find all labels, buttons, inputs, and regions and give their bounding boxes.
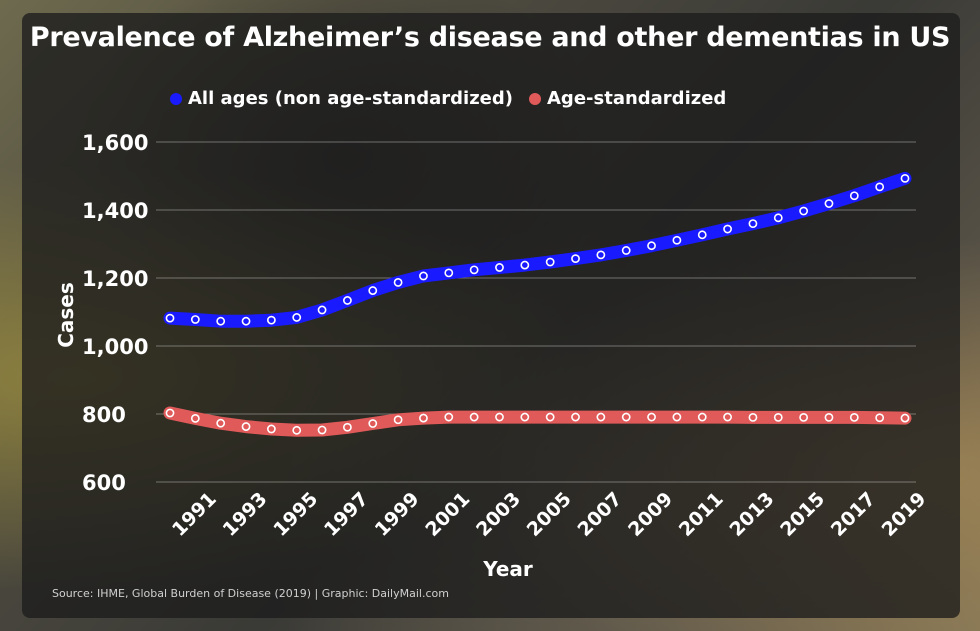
data-point-all-ages-2005: [545, 257, 555, 267]
data-point-age-standardized-2008: [621, 412, 631, 422]
x-tick-label-1995: 1995: [269, 488, 322, 541]
data-point-all-ages-2012: [723, 224, 732, 234]
x-tick-label-2003: 2003: [472, 488, 525, 541]
data-point-all-ages-1998: [368, 286, 378, 295]
legend-item-age-standardized: Age-standardized: [529, 88, 726, 109]
data-point-all-ages-2004: [520, 260, 530, 270]
y-tick-label-1400: 1,400: [82, 199, 148, 223]
x-axis-ticks: 1991199319951997199920012003200520072009…: [168, 488, 931, 541]
data-point-all-ages-2001: [444, 268, 454, 278]
data-point-age-standardized-1991: [190, 414, 200, 423]
data-point-age-standardized-1998: [368, 419, 378, 428]
x-axis-label: Year: [482, 557, 533, 581]
data-point-age-standardized-2000: [419, 413, 428, 423]
data-point-age-standardized-2016: [824, 412, 834, 422]
data-point-age-standardized-1996: [317, 425, 327, 435]
data-point-age-standardized-1992: [216, 418, 226, 428]
data-point-age-standardized-2001: [444, 412, 454, 422]
data-point-all-ages-1994: [266, 315, 276, 325]
data-point-age-standardized-2002: [469, 412, 479, 422]
data-point-age-standardized-2006: [571, 412, 580, 422]
data-point-all-ages-1999: [393, 278, 403, 287]
x-tick-label-1997: 1997: [320, 488, 373, 541]
x-tick-label-2009: 2009: [624, 488, 677, 541]
data-point-all-ages-2014: [773, 213, 783, 223]
data-point-age-standardized-1999: [393, 415, 403, 425]
series-line-age-standardized: [163, 406, 912, 437]
source-note: Source: IHME, Global Burden of Disease (…: [52, 587, 449, 600]
series-line-all-ages: [163, 171, 912, 328]
legend-label-all-ages: All ages (non age-standardized): [188, 88, 513, 109]
data-point-all-ages-1990: [165, 313, 175, 323]
data-point-age-standardized-2009: [647, 412, 656, 422]
chart-legend: All ages (non age-standardized) Age-stan…: [170, 88, 726, 109]
x-tick-label-2017: 2017: [827, 488, 880, 541]
data-point-all-ages-2007: [596, 250, 606, 260]
data-point-all-ages-2011: [697, 230, 707, 240]
data-point-age-standardized-2018: [875, 413, 885, 423]
chart-title: Prevalence of Alzheimer’s disease and ot…: [29, 22, 951, 53]
data-point-age-standardized-1994: [266, 424, 276, 434]
legend-marker-all-ages: [170, 92, 182, 105]
data-point-all-ages-1996: [317, 305, 327, 315]
legend-marker-age-standardized: [529, 92, 541, 105]
x-tick-label-2005: 2005: [523, 488, 576, 541]
data-point-age-standardized-1990: [165, 408, 175, 418]
data-point-all-ages-1992: [216, 316, 226, 326]
x-tick-label-2011: 2011: [675, 488, 728, 541]
data-point-all-ages-2010: [672, 235, 682, 245]
y-axis-ticks: 1,600 1,400 1,200 1,000 800 600: [82, 131, 148, 495]
data-point-all-ages-1995: [292, 313, 302, 322]
x-tick-label-2019: 2019: [878, 488, 931, 541]
data-point-age-standardized-2015: [799, 412, 809, 422]
data-point-all-ages-2000: [419, 271, 428, 281]
data-point-age-standardized-1997: [343, 422, 352, 432]
data-point-age-standardized-2004: [520, 412, 530, 422]
data-point-all-ages-2015: [799, 206, 809, 216]
data-point-age-standardized-2017: [849, 412, 859, 422]
series-layer: [163, 171, 912, 437]
data-point-all-ages-1991: [190, 315, 200, 324]
legend-item-all-ages: All ages (non age-standardized): [170, 88, 513, 109]
data-point-all-ages-2009: [647, 241, 656, 251]
y-tick-label-600: 600: [82, 471, 126, 495]
data-point-age-standardized-2007: [596, 412, 606, 422]
data-point-all-ages-2008: [621, 246, 631, 255]
x-tick-label-2007: 2007: [573, 488, 626, 541]
data-point-all-ages-2017: [849, 191, 859, 201]
data-point-age-standardized-2005: [545, 412, 555, 422]
data-point-age-standardized-1995: [292, 425, 302, 435]
y-tick-label-1200: 1,200: [82, 267, 148, 291]
data-point-age-standardized-2011: [697, 412, 707, 422]
y-tick-label-1600: 1,600: [82, 131, 148, 155]
data-point-age-standardized-2010: [672, 412, 682, 422]
data-point-age-standardized-2003: [495, 412, 504, 422]
data-point-all-ages-2003: [495, 263, 504, 272]
data-point-all-ages-2019: [900, 173, 910, 183]
x-tick-label-1991: 1991: [168, 488, 221, 541]
x-tick-label-2013: 2013: [726, 488, 779, 541]
data-point-all-ages-2002: [469, 265, 479, 275]
data-point-age-standardized-1993: [241, 422, 251, 431]
legend-label-age-standardized: Age-standardized: [547, 88, 727, 109]
data-point-age-standardized-2013: [748, 412, 758, 422]
y-tick-label-1000: 1,000: [82, 335, 148, 359]
x-tick-label-2001: 2001: [421, 488, 474, 541]
x-tick-label-1999: 1999: [371, 488, 424, 541]
y-axis-label: Cases: [54, 282, 78, 348]
data-point-all-ages-2006: [571, 254, 580, 264]
data-point-all-ages-2016: [824, 199, 834, 208]
y-tick-label-800: 800: [82, 403, 126, 427]
data-point-age-standardized-2019: [900, 413, 910, 423]
data-point-all-ages-1997: [343, 296, 352, 305]
x-tick-label-1993: 1993: [219, 488, 272, 541]
data-point-all-ages-2018: [875, 182, 885, 192]
data-point-age-standardized-2012: [723, 412, 732, 422]
data-point-all-ages-1993: [241, 316, 251, 326]
data-point-all-ages-2013: [748, 219, 758, 228]
x-tick-label-2015: 2015: [776, 488, 829, 541]
data-point-age-standardized-2014: [773, 412, 783, 422]
